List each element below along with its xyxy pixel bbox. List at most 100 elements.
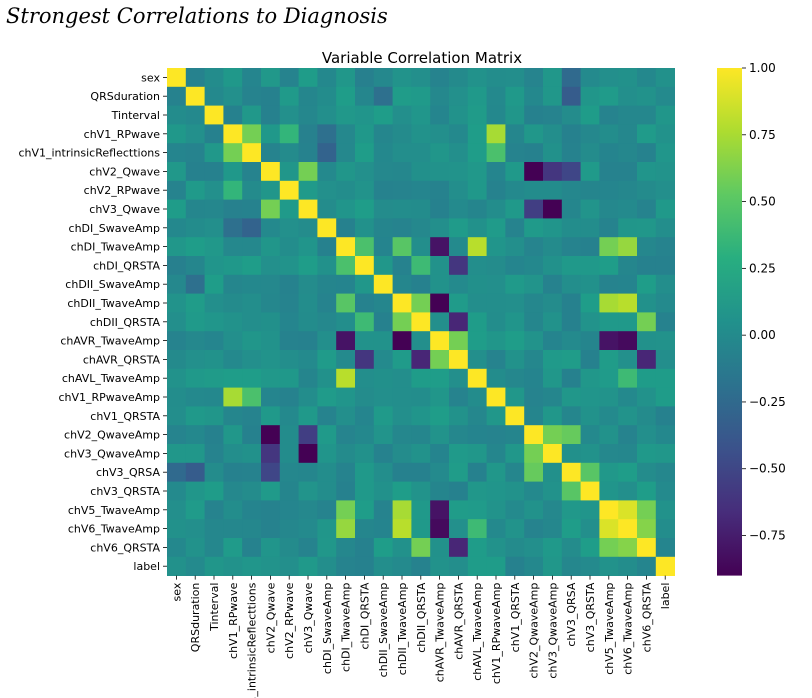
heatmap-cell [467,387,487,407]
heatmap-cell [599,368,619,388]
heatmap-cell [373,462,393,482]
heatmap-cell [317,162,337,182]
heatmap-cell [580,274,600,294]
heatmap-cell [373,406,393,426]
heatmap-cell [637,368,657,388]
heatmap-cell [373,425,393,445]
heatmap-cell [204,556,224,576]
heatmap-cell [449,162,469,182]
heatmap-cell [204,312,224,332]
heatmap-cell [261,86,281,106]
heatmap-cell [355,256,375,276]
heatmap-cell [242,350,262,370]
heatmap-cell [411,293,431,313]
heatmap-cell [223,274,243,294]
heatmap-cell [317,256,337,276]
y-tick-label: chV2_RPwave [84,184,161,197]
y-tick-label: chDII_QRSTA [90,316,161,329]
heatmap-cell [543,425,563,445]
heatmap-cell [261,105,281,125]
x-tick-label: chDII_SwaveAmp [377,583,390,678]
heatmap-cell [223,105,243,125]
heatmap-cell [167,368,187,388]
heatmap-cell [185,312,205,332]
heatmap-cell [298,105,318,125]
heatmap-cell [655,406,675,426]
heatmap-cell [242,444,262,464]
heatmap-cell [204,406,224,426]
heatmap-cell [298,425,318,445]
heatmap-cell [261,387,281,407]
heatmap-cell [392,500,412,520]
heatmap-cell [561,312,581,332]
heatmap-cell [430,312,450,332]
heatmap-cell [298,68,318,88]
heatmap-cell [411,180,431,200]
heatmap-cell [204,237,224,257]
heatmap-cell [261,331,281,351]
heatmap-cell [167,124,187,144]
heatmap-cell [449,218,469,238]
heatmap-cell [411,237,431,257]
heatmap-cell [242,105,262,125]
heatmap-cell [298,556,318,576]
heatmap-cell [242,162,262,182]
heatmap-cell [580,406,600,426]
y-tick-label: chV1_intrinsicReflecttions [18,147,160,160]
heatmap-cell [618,218,638,238]
heatmap-cell [599,124,619,144]
heatmap-cell [467,368,487,388]
heatmap-cell [655,105,675,125]
heatmap-cell [373,500,393,520]
heatmap-cell [655,180,675,200]
heatmap-cell [336,462,356,482]
x-tick-label: chV3_QRSA [565,582,578,647]
heatmap-cell [185,538,205,558]
heatmap-cell [637,218,657,238]
heatmap-cell [167,406,187,426]
heatmap-cell [543,143,563,163]
heatmap-cell [261,180,281,200]
heatmap-cell [298,237,318,257]
heatmap-cell [355,162,375,182]
heatmap-cell [430,124,450,144]
heatmap-cell [279,105,299,125]
heatmap-cell [486,274,506,294]
heatmap-cell [242,293,262,313]
heatmap-cell [298,162,318,182]
x-tick-label: chV1_RPwave [227,582,240,659]
heatmap-cell [185,218,205,238]
heatmap-cell [167,538,187,558]
heatmap-cell [204,368,224,388]
heatmap-cell [298,274,318,294]
heatmap-cell [204,105,224,125]
heatmap-cell [185,500,205,520]
heatmap-cell [223,237,243,257]
heatmap-cell [355,105,375,125]
heatmap-cell [298,218,318,238]
heatmap-cell [561,538,581,558]
heatmap-cell [505,538,525,558]
heatmap-cell [618,199,638,219]
x-tick-labels: sex QRSduration Tinterval chV1_RPwave chV1_i… [170,575,672,698]
heatmap-cell [561,425,581,445]
heatmap-cell [486,86,506,106]
colorbar-tick-label: 0.00 [749,328,776,342]
heatmap-cell [185,331,205,351]
heatmap-cell [336,519,356,539]
heatmap-cell [430,406,450,426]
heatmap-cell [223,387,243,407]
heatmap-cell [449,143,469,163]
heatmap-cell [430,180,450,200]
heatmap-cell [580,68,600,88]
heatmap-cell [355,237,375,257]
heatmap-cell [543,387,563,407]
heatmap-cell [336,406,356,426]
heatmap-cell [336,256,356,276]
heatmap-cell [317,368,337,388]
heatmap-cell [167,143,187,163]
heatmap-cell [242,143,262,163]
heatmap-cell [261,68,281,88]
heatmap-cell [279,293,299,313]
colorbar-tick-label: 0.25 [749,261,776,275]
